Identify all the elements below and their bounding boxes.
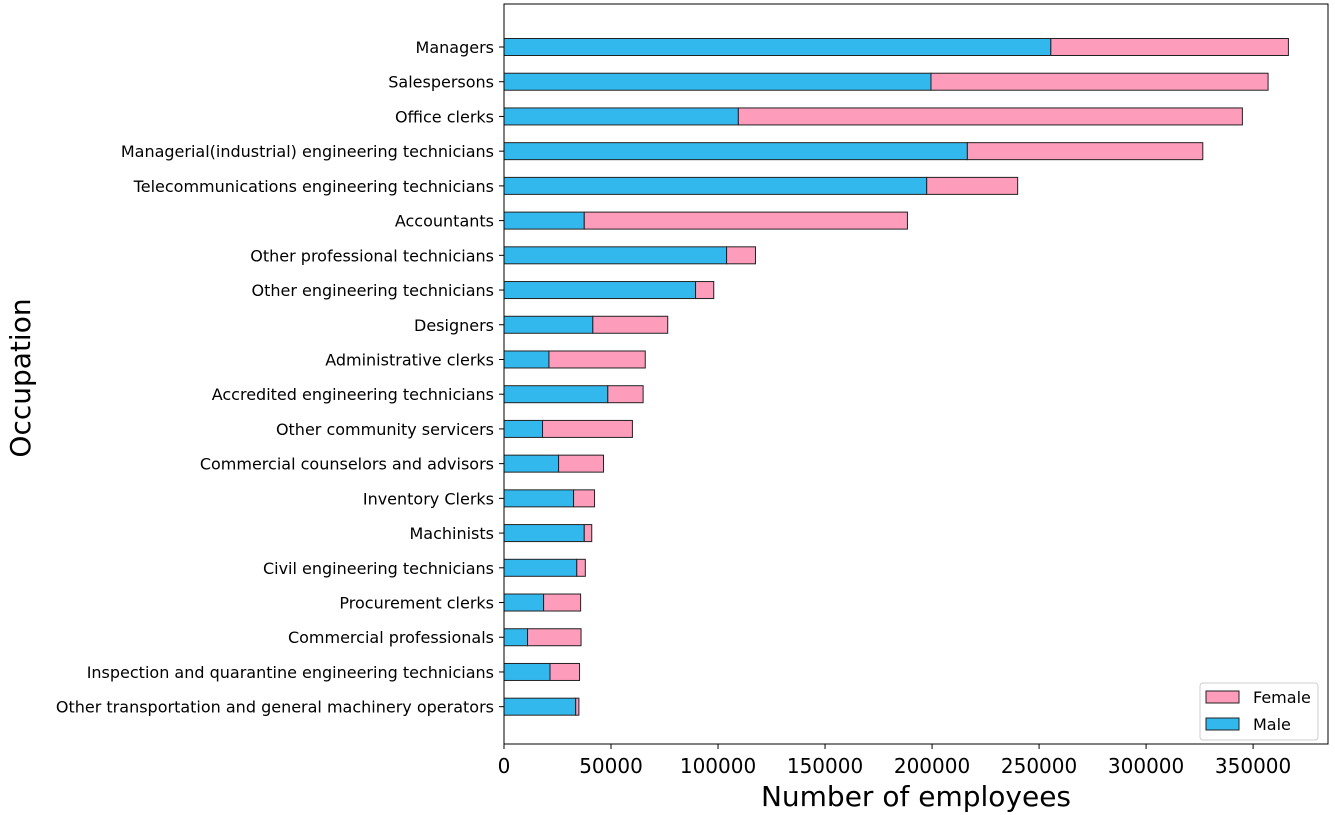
x-tick-label: 150000: [787, 754, 863, 778]
bar-female: [607, 385, 644, 404]
bar-male: [503, 628, 529, 647]
y-tick-label: Managers: [416, 38, 494, 57]
bar-male: [503, 246, 728, 265]
y-tick-label: Managerial(industrial) engineering techn…: [121, 142, 494, 161]
x-axis-title: Number of employees: [761, 780, 1071, 813]
y-axis-title: Occupation: [4, 298, 37, 457]
bar-male: [503, 315, 594, 334]
bar-female: [542, 419, 633, 438]
bar-female: [695, 281, 715, 300]
bar-male: [503, 419, 544, 438]
bar-female: [527, 628, 582, 647]
bar-female: [726, 246, 756, 265]
bar-female: [926, 176, 1019, 195]
bar-female: [583, 211, 908, 230]
y-tick-label: Accredited engineering technicians: [212, 385, 494, 404]
bar-male: [503, 489, 575, 508]
y-tick-label: Other transportation and general machine…: [56, 698, 494, 717]
bar-female: [558, 454, 605, 473]
bar-male: [503, 385, 609, 404]
bar-female: [576, 558, 586, 577]
y-tick-label: Civil engineering technicians: [263, 559, 494, 578]
y-tick-label: Inspection and quarantine engineering te…: [87, 663, 494, 682]
bar-female: [543, 593, 582, 612]
bar-female: [592, 315, 669, 334]
bar-male: [503, 558, 578, 577]
y-tick-label: Designers: [414, 316, 494, 335]
y-tick-label: Commercial counselors and advisors: [200, 455, 494, 474]
bar-female: [737, 107, 1243, 126]
bar-male: [503, 107, 739, 126]
y-tick-label: Administrative clerks: [325, 350, 494, 369]
y-tick-label: Other engineering technicians: [252, 281, 495, 300]
bar-female: [966, 142, 1204, 161]
x-tick-label: 250000: [1001, 754, 1077, 778]
legend-swatch-male: [1205, 717, 1240, 731]
bars-layer: [503, 38, 1289, 716]
bar-female: [930, 72, 1269, 91]
x-tick-label: 200000: [894, 754, 970, 778]
y-tick-label: Salespersons: [388, 73, 494, 92]
y-tick-label: Accountants: [395, 212, 494, 231]
bar-male: [503, 211, 585, 230]
bar-female: [583, 524, 593, 543]
legend: Female Male: [1199, 682, 1319, 741]
bar-male: [503, 176, 928, 195]
bar-male: [503, 38, 1052, 56]
y-tick-label: Other community servicers: [276, 420, 494, 439]
bar-female: [573, 489, 596, 508]
x-tick-label: 50000: [579, 754, 643, 778]
y-tick-label: Telecommunications engineering technicia…: [133, 177, 494, 196]
y-tick-label: Other professional technicians: [250, 246, 494, 265]
y-tick-label: Commercial professionals: [288, 628, 494, 647]
bar-male: [503, 72, 932, 91]
legend-label-female: Female: [1253, 688, 1311, 707]
x-axis-ticks: 0 50000 100000 150000 200000 250000 300000 3500…: [498, 744, 1291, 778]
legend-label-male: Male: [1253, 715, 1291, 734]
bar-male: [503, 142, 968, 161]
x-tick-label: 0: [498, 754, 511, 778]
bar-male: [503, 524, 585, 543]
bar-male: [503, 697, 577, 716]
y-tick-label: Machinists: [409, 524, 494, 543]
bar-male: [503, 454, 560, 473]
bar-female: [549, 662, 581, 681]
x-tick-label: 100000: [680, 754, 756, 778]
x-tick-label: 300000: [1108, 754, 1184, 778]
bar-male: [503, 350, 550, 369]
y-axis-ticks: Managers Salespersons Office clerks Manager…: [56, 38, 504, 717]
legend-swatch-female: [1205, 690, 1240, 704]
bar-female: [548, 350, 646, 369]
bar-male: [503, 593, 545, 612]
y-tick-label: Office clerks: [395, 107, 494, 126]
axes-frame: [503, 3, 1329, 745]
bar-female: [1050, 38, 1289, 56]
bar-male: [503, 662, 551, 681]
bar-male: [503, 281, 697, 300]
y-tick-label: Inventory Clerks: [363, 489, 494, 508]
bar-female: [575, 697, 580, 716]
y-tick-label: Procurement clerks: [339, 594, 494, 613]
x-tick-label: 350000: [1215, 754, 1291, 778]
